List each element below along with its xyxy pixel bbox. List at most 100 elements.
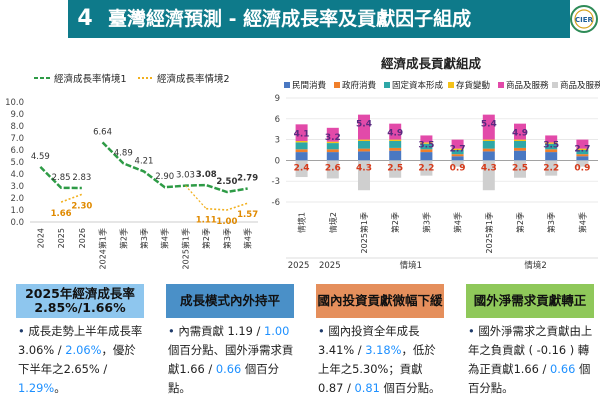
panel-text: • 國內投資全年成長3.41% / 3.18%，低於上年之5.30%；貢獻 0.… — [318, 324, 441, 395]
legend-swatch — [384, 82, 390, 88]
bar-segment — [326, 160, 339, 179]
x-tick-label: 第4季 — [453, 212, 463, 233]
bar-segment — [576, 154, 589, 157]
logo: CIER — [570, 5, 598, 33]
bar-segment — [326, 141, 339, 144]
bar-segment — [514, 150, 526, 161]
bar-segment — [545, 152, 558, 161]
bar-top-label: 3.5 — [418, 140, 434, 150]
panel-title: 國外淨需求貢獻轉正 — [473, 293, 587, 308]
data-label-scenario1: 2.83 — [72, 173, 91, 183]
bar-segment — [420, 152, 433, 161]
bar-segment — [326, 127, 339, 142]
bar-top-label: 5.4 — [356, 120, 372, 130]
bar-chart-title: 經濟成長貢獻組成 — [381, 56, 482, 71]
x-tick-label: 第3季 — [222, 228, 232, 249]
bar-segment — [389, 150, 402, 161]
bar-segment — [514, 123, 526, 140]
bar-segment — [451, 148, 464, 150]
y-tick-label: 2.0 — [10, 194, 24, 204]
legend-label: 商品及服務 — [506, 80, 549, 91]
bar-bottom-label: 2.5 — [512, 163, 528, 173]
data-label-scenario1: 4.21 — [135, 156, 154, 166]
bar-segment — [358, 151, 370, 161]
legend-swatch — [498, 82, 504, 88]
bar-segment — [545, 142, 558, 144]
y-tick-label: 9.0 — [10, 110, 24, 120]
bar-segment — [482, 140, 495, 149]
page-title: 臺灣經濟預測 - 經濟成長率及貢獻因子組成 — [108, 8, 472, 30]
bar-segment — [576, 148, 589, 150]
legend-swatch — [284, 82, 290, 88]
legend-swatch — [334, 82, 340, 88]
bar-segment — [576, 139, 589, 149]
x-tick-label: 第2季 — [515, 212, 525, 233]
bar-segment — [514, 147, 526, 151]
y-tick-label: 0.0 — [10, 218, 24, 228]
bar-segment — [451, 150, 464, 155]
y-tick-label: 5.0 — [10, 158, 24, 168]
y-tick-label: 7.0 — [10, 134, 24, 144]
y-tick-label: 3.0 — [10, 182, 24, 192]
bar-segment — [451, 156, 464, 161]
bar-segment — [358, 160, 370, 191]
panel-header-bg — [316, 284, 444, 318]
bar-segment — [295, 140, 308, 143]
line-legend: 經濟成長率情境1 經濟成長率情境2 — [34, 73, 230, 85]
data-label-scenario1: 3.03 — [176, 171, 195, 181]
bar-top-label: 4.1 — [294, 129, 310, 139]
x-group-label: 情境1 — [400, 260, 422, 271]
x-tick-label: 情境2 — [328, 212, 338, 233]
summary-panel-growth: 2025年經濟成長率 2.85%/1.66% • 成長走勢上半年成長率3.06% … — [4, 284, 150, 400]
y-tick-label: 1.0 — [10, 206, 24, 216]
data-label-scenario2: 1.11 — [196, 216, 217, 226]
bar-segment — [358, 139, 370, 141]
x-tick-label: 2026 — [78, 228, 87, 248]
data-label-scenario1: 2.85 — [52, 173, 71, 183]
y-tick-label: 0 — [275, 156, 280, 166]
bar-segment — [326, 152, 339, 161]
bar-segment — [545, 143, 558, 150]
data-label-scenario1: 6.64 — [93, 127, 112, 137]
legend-label: 政府消費 — [342, 80, 377, 91]
x-tick-label: 2025第1季 — [180, 228, 190, 269]
panel-text: • 成長走勢上半年成長率3.06% / 2.06%，優於下半年之2.65% / … — [18, 324, 143, 395]
legend-swatch — [448, 82, 454, 88]
bar-segment — [576, 150, 589, 155]
y-tick-label: 3 — [275, 136, 280, 146]
y-tick-label: -6 — [272, 198, 280, 208]
bar-bottom-label: 4.3 — [481, 163, 497, 173]
y-tick-label: 8.0 — [10, 122, 24, 132]
y-tick-label: 10.0 — [5, 98, 24, 108]
panel-title: 成長模式內外持平 — [179, 293, 280, 308]
legend-scenario1: 經濟成長率情境1 — [54, 73, 127, 85]
y-tick-label: -3 — [272, 177, 280, 187]
panel-header-bg — [166, 284, 294, 318]
series-scenario1-line — [101, 141, 248, 194]
bar-bottom-label: 2.6 — [325, 163, 341, 173]
x-tick-label: 第4季 — [243, 228, 253, 249]
x-tick-label: 2024 — [36, 228, 45, 248]
logo-text: CIER — [575, 16, 594, 24]
bar-top-label: 4.9 — [387, 129, 403, 139]
x-group-label: 情境2 — [524, 260, 546, 271]
bar-top-label: 5.4 — [481, 120, 497, 130]
x-tick-label: 第3季 — [421, 212, 431, 233]
legend-label: 商品及服務 — [560, 80, 600, 91]
bar-segment — [389, 123, 402, 140]
bar-segment — [451, 160, 464, 167]
panel-text: • 國外淨需求之貢獻由上年之負貢獻 ( -0.16 ) 轉為正貢獻1.66 / … — [468, 324, 593, 395]
x-tick-label: 第2季 — [390, 212, 400, 233]
data-label-scenario2: 1.66 — [51, 209, 72, 219]
bar-top-label: 2.7 — [450, 145, 466, 155]
bar-segment — [389, 140, 402, 148]
bar-chart-panel: 經濟成長貢獻組成 民間消費 政府消費 固定資本形成 存貨變動 商品及服務 商品及服務 9 6… — [262, 52, 600, 274]
bar-bottom-label: 4.3 — [356, 163, 372, 173]
panel-title: 國內投資貢獻微幅下緩 — [317, 293, 443, 308]
bar-segment — [514, 140, 526, 148]
data-label-scenario1: 4.59 — [31, 152, 50, 162]
data-label-scenario1: 3.08 — [196, 170, 217, 180]
x-group-label: 2025 — [288, 261, 310, 271]
bar-segment — [420, 135, 433, 143]
bar-bottom-label: 2.2 — [418, 163, 434, 173]
